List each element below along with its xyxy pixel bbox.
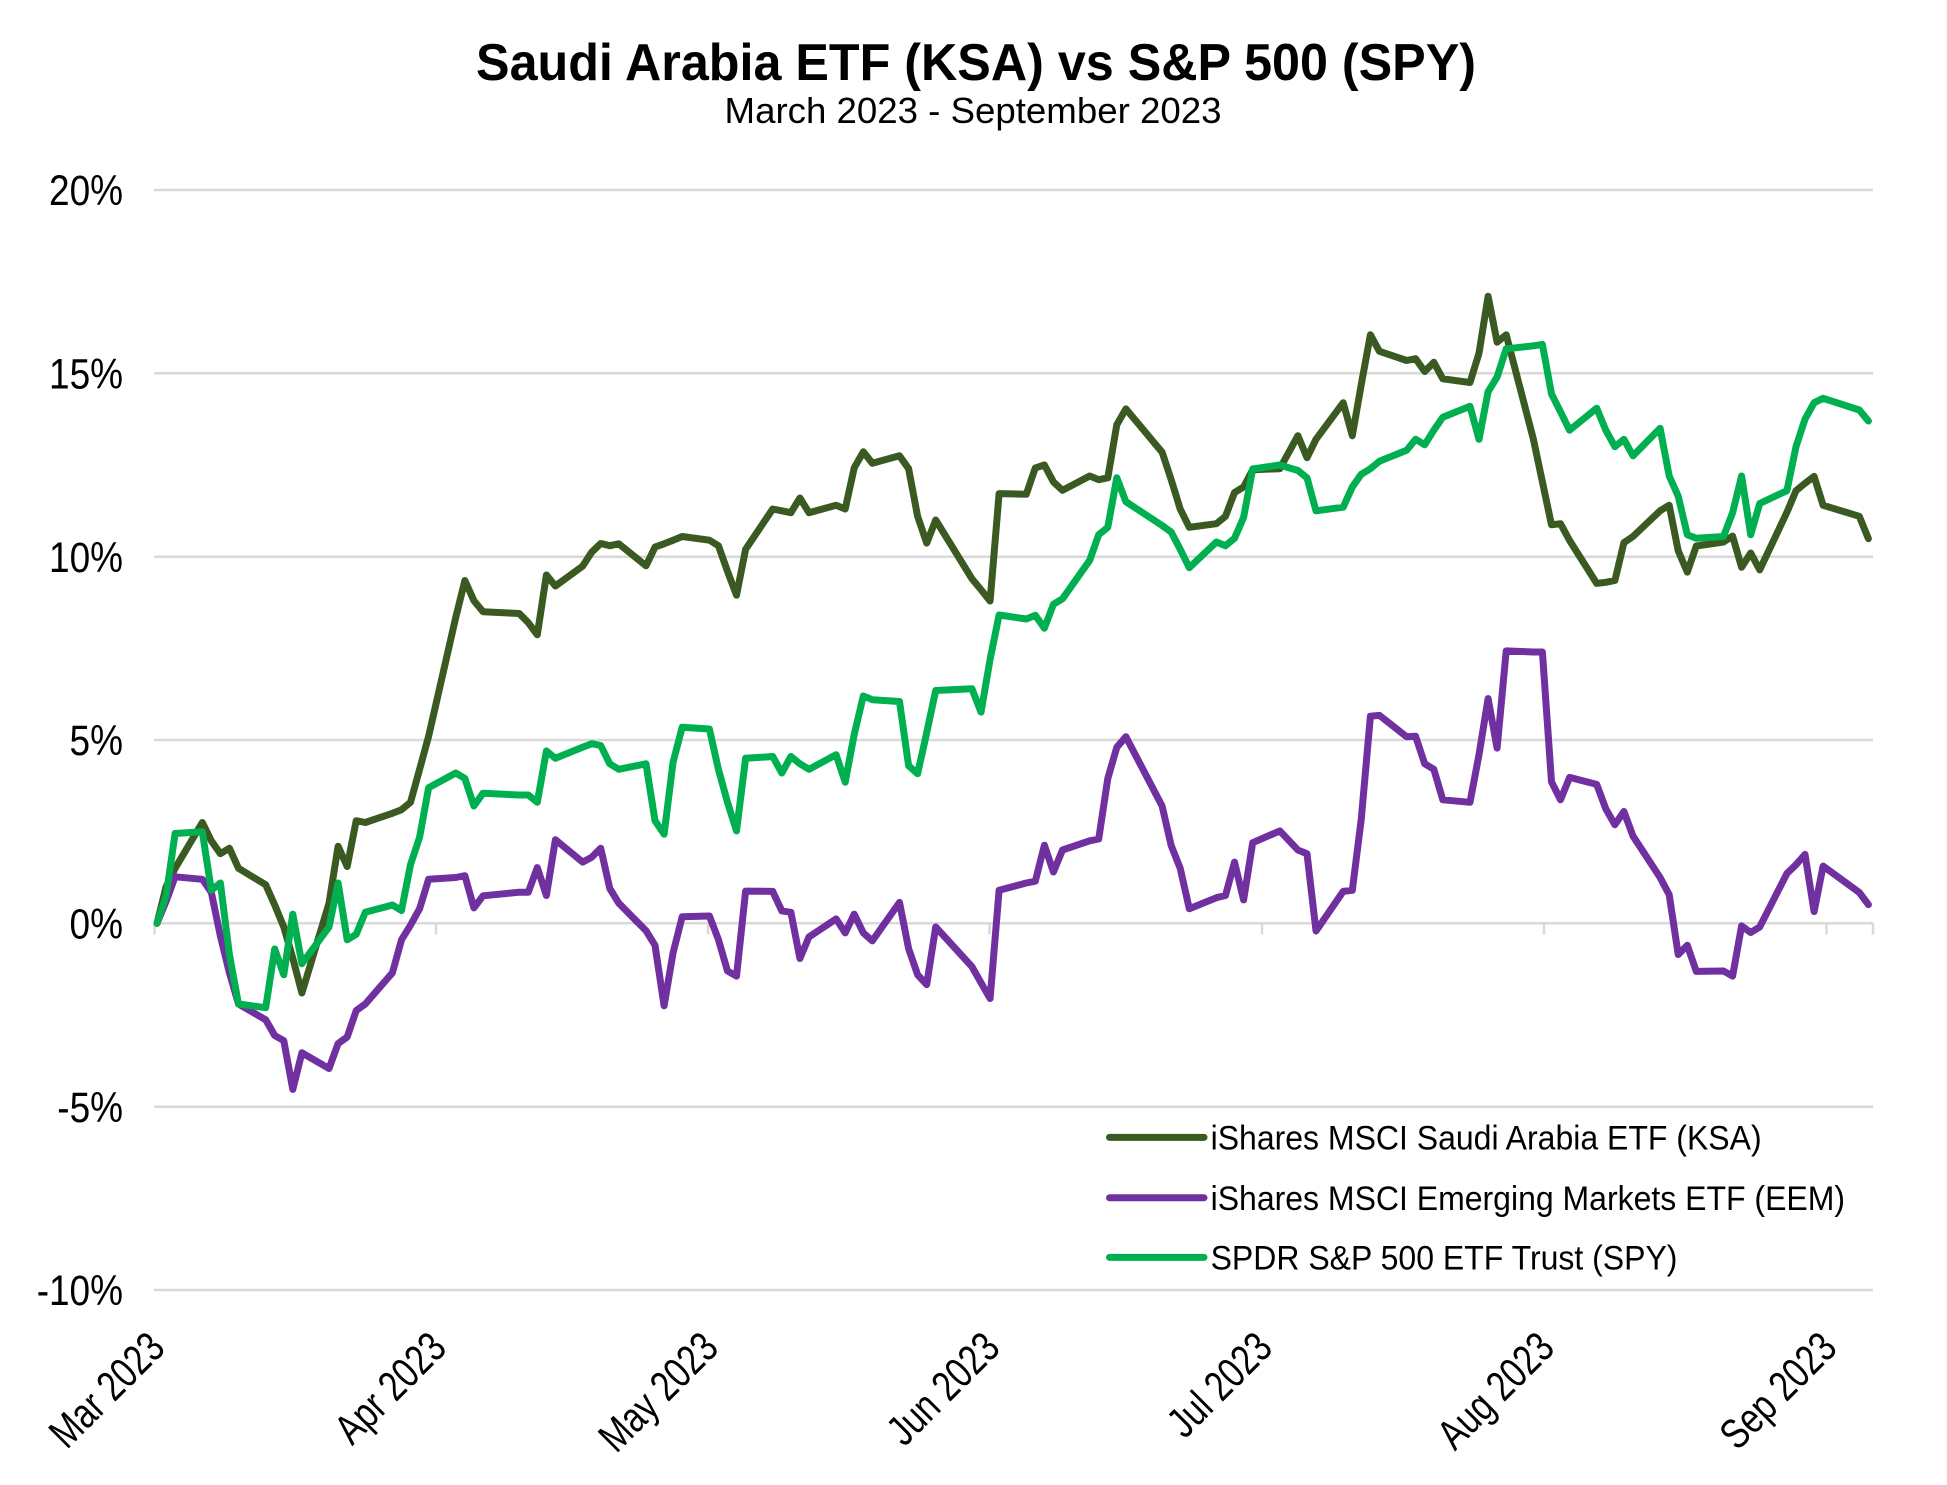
svg-text:0%: 0% (70, 901, 123, 948)
svg-text:-5%: -5% (57, 1085, 123, 1132)
svg-text:SPDR S&P 500 ETF Trust (SPY): SPDR S&P 500 ETF Trust (SPY) (1211, 1239, 1678, 1277)
svg-text:iShares MSCI Saudi Arabia ETF: iShares MSCI Saudi Arabia ETF (KSA) (1211, 1119, 1762, 1157)
svg-text:Saudi Arabia ETF (KSA) vs S&P: Saudi Arabia ETF (KSA) vs S&P 500 (SPY) (476, 33, 1476, 91)
svg-text:March 2023 - September 2023: March 2023 - September 2023 (725, 90, 1222, 131)
svg-text:20%: 20% (49, 168, 123, 215)
svg-text:iShares MSCI Emerging Markets: iShares MSCI Emerging Markets ETF (EEM) (1211, 1179, 1845, 1217)
svg-text:15%: 15% (49, 351, 123, 398)
svg-text:-10%: -10% (37, 1268, 123, 1315)
svg-text:10%: 10% (49, 535, 123, 582)
svg-text:5%: 5% (70, 718, 123, 765)
